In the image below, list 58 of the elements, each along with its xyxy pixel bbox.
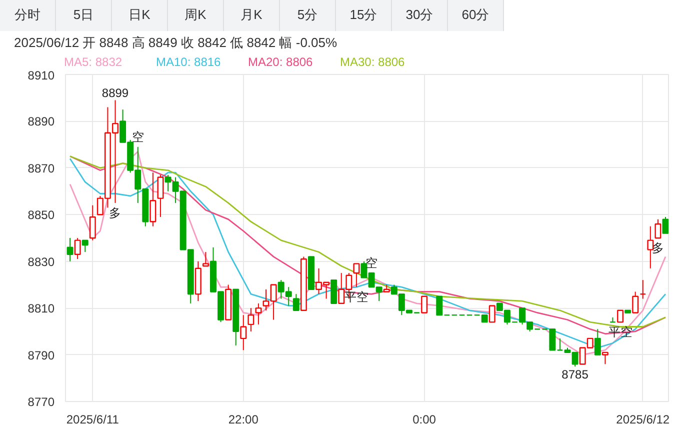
annotation: 多	[109, 206, 122, 220]
candlestick	[66, 238, 74, 262]
annotation: 平空	[344, 290, 368, 304]
text: 5分	[280, 0, 336, 31]
candlestick	[602, 352, 608, 365]
text: 15分	[336, 0, 392, 31]
candlestick	[556, 338, 564, 351]
y-tick-label: 8790	[28, 348, 55, 362]
candlestick	[150, 172, 156, 227]
x-tick-label: 2025/6/11	[66, 412, 120, 426]
y-tick-label: 8770	[28, 395, 55, 409]
x-tick-label: 22:00	[228, 412, 259, 426]
text: 周K	[168, 0, 224, 31]
candlestick	[640, 280, 646, 300]
candlestick	[82, 240, 88, 253]
candlestick	[74, 238, 81, 260]
x-tick-label: 0:00	[412, 412, 436, 426]
candlestick	[240, 314, 247, 351]
annotation: 8899	[102, 86, 129, 100]
text: MA30: 8806	[340, 54, 406, 71]
candlestick	[248, 308, 254, 332]
y-tick-label: 8850	[28, 208, 55, 222]
annotation: 空	[366, 256, 378, 270]
candlestick	[202, 252, 209, 267]
candlestick	[632, 291, 639, 314]
y-tick-label: 8910	[28, 68, 55, 82]
annotation: 空	[132, 130, 144, 144]
candlestick	[421, 296, 428, 314]
y-tick-label: 8890	[28, 114, 55, 129]
candlestick	[255, 302, 262, 325]
annotation: 多	[652, 241, 664, 255]
candlestick	[647, 226, 654, 269]
candlestick	[654, 218, 662, 239]
candlestick	[157, 174, 164, 218]
chart-subtitle: 2025/06/12 开 8848 高 8849 收 8842 低 8842 幅 -0.05%	[13, 34, 338, 52]
text: 分时	[0, 0, 56, 31]
candlestick	[662, 216, 668, 234]
candlestick	[330, 279, 338, 304]
y-tick-label: 8870	[28, 161, 55, 176]
y-tick-label: 8830	[28, 254, 55, 269]
annotation: 8785	[562, 367, 589, 382]
candlestick	[353, 263, 360, 288]
candlestick	[488, 305, 496, 323]
text: 5日	[56, 0, 112, 31]
text: 月K	[224, 0, 280, 31]
candlestick	[594, 328, 601, 356]
candlestick	[617, 310, 624, 323]
candlestick	[436, 296, 443, 316]
x-tick-label: 2025/6/12	[616, 412, 670, 426]
candlestick	[89, 204, 96, 241]
y-tick-label: 8810	[28, 302, 55, 316]
text: MA5: 8832	[64, 54, 124, 71]
text: MA10: 8816	[156, 54, 222, 71]
text: MA20: 8806	[248, 54, 314, 71]
text: 日K	[112, 0, 168, 31]
text: 60分	[448, 0, 504, 31]
text: 30分	[392, 0, 448, 31]
candlestick	[292, 294, 300, 312]
